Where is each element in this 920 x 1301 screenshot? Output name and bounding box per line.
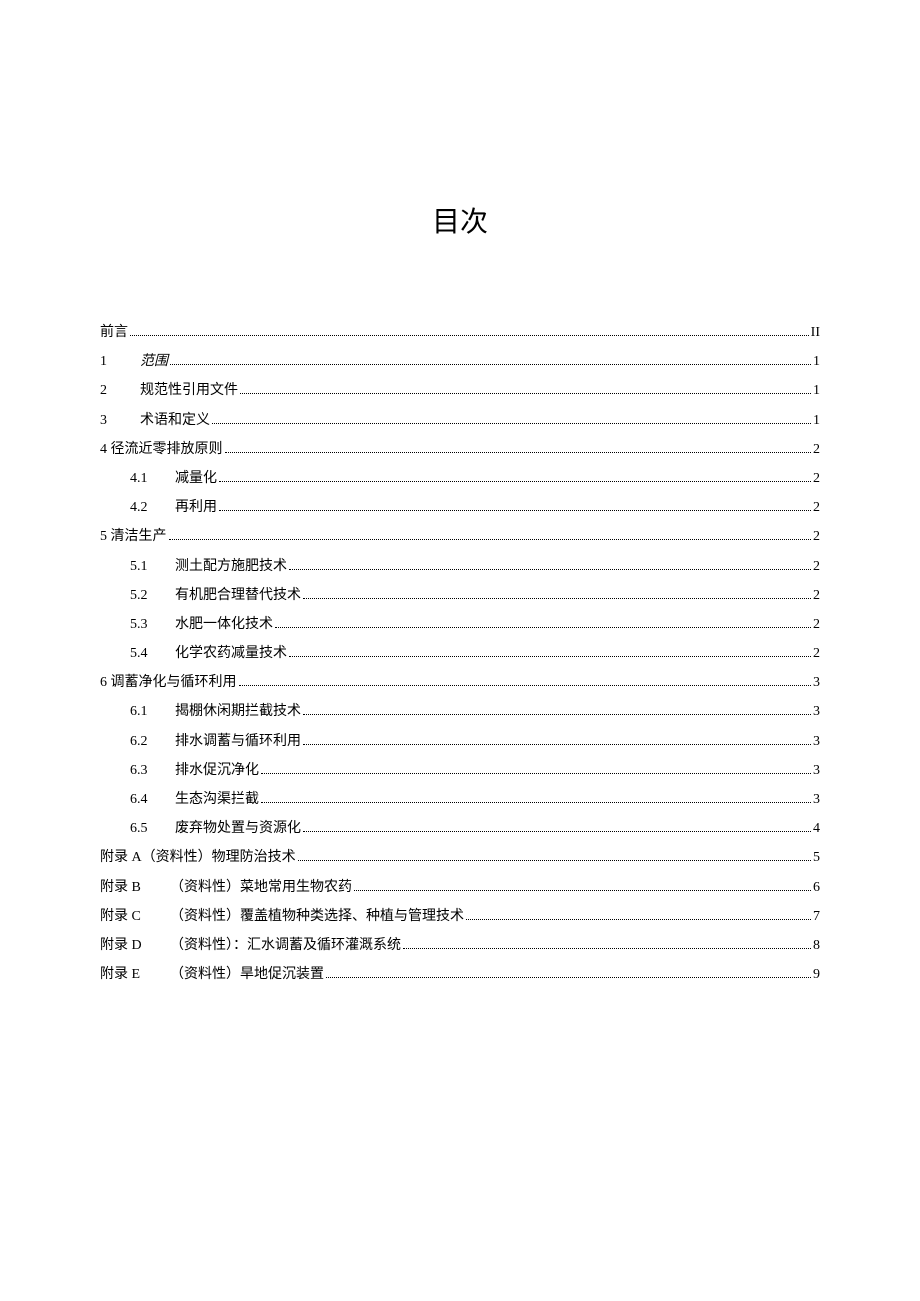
toc-entry: 附录 D（资料性）：汇水调蓄及循环灌溉系统 8 (100, 933, 820, 958)
toc-entry-page: 1 (813, 408, 820, 433)
toc-entry-label: 4 径流近零排放原则 (100, 437, 223, 462)
toc-leader (219, 481, 811, 482)
toc-entry-page: 2 (813, 466, 820, 491)
toc-leader (130, 335, 809, 336)
toc-entry-label: 附录 E（资料性）旱地促沉装置 (100, 962, 324, 987)
toc-entry: 前言 II (100, 320, 820, 345)
toc-entry-page: 6 (813, 875, 820, 900)
toc-entry-page: 3 (813, 729, 820, 754)
toc-entry-label: 5 清洁生产 (100, 524, 167, 549)
toc-entry: 6.5废弃物处置与资源化 4 (100, 816, 820, 841)
toc-entry-label: 前言 (100, 320, 128, 345)
toc-entry: 附录 B（资料性）菜地常用生物农药 6 (100, 875, 820, 900)
toc-leader (289, 569, 811, 570)
toc-entry-page: 9 (813, 962, 820, 987)
toc-entry-page: 3 (813, 787, 820, 812)
toc-entry-page: 8 (813, 933, 820, 958)
toc-entry-label: 5.4化学农药减量技术 (130, 641, 287, 666)
toc-leader (219, 510, 811, 511)
toc-entry-page: 3 (813, 670, 820, 695)
toc-entry: 2规范性引用文件 1 (100, 378, 820, 403)
toc-entry: 6.2排水调蓄与循环利用 3 (100, 729, 820, 754)
toc-entry-page: 2 (813, 437, 820, 462)
toc-entry: 4.1减量化 2 (100, 466, 820, 491)
toc-entry-page: 2 (813, 612, 820, 637)
toc-title: 目次 (100, 200, 820, 240)
toc-entry-page: 2 (813, 524, 820, 549)
toc-leader (169, 539, 812, 540)
toc-entry-page: 1 (813, 378, 820, 403)
toc-entry-label: 附录 B（资料性）菜地常用生物农药 (100, 875, 352, 900)
toc-entry-page: 5 (813, 845, 820, 870)
toc-entry: 4.2再利用 2 (100, 495, 820, 520)
toc-entry-label: 6.4生态沟渠拦截 (130, 787, 259, 812)
toc-entry-page: 3 (813, 699, 820, 724)
toc-entry-label: 附录 C（资料性）覆盖植物种类选择、种植与管理技术 (100, 904, 464, 929)
toc-entry: 附录 E（资料性）旱地促沉装置 9 (100, 962, 820, 987)
toc-entry-label: 5.1测土配方施肥技术 (130, 554, 287, 579)
toc-entry-page: 2 (813, 554, 820, 579)
toc-leader (289, 656, 811, 657)
toc-entry-page: 1 (813, 349, 820, 374)
toc-entry-label: 1范围 (100, 349, 168, 374)
toc-leader (466, 919, 811, 920)
toc-leader (303, 714, 811, 715)
toc-entry: 6.4生态沟渠拦截 3 (100, 787, 820, 812)
toc-entry-label: 5.3水肥一体化技术 (130, 612, 273, 637)
toc-entry-label: 6.5废弃物处置与资源化 (130, 816, 301, 841)
toc-entry-label: 4.1减量化 (130, 466, 217, 491)
toc-entry-label: 6.2排水调蓄与循环利用 (130, 729, 301, 754)
toc-leader (303, 744, 811, 745)
toc-entry: 1范围 1 (100, 349, 820, 374)
toc-entry: 5 清洁生产 2 (100, 524, 820, 549)
toc-entry-label: 2规范性引用文件 (100, 378, 238, 403)
toc-entry-page: 2 (813, 583, 820, 608)
toc-entry-page: 4 (813, 816, 820, 841)
toc-entry: 5.4化学农药减量技术 2 (100, 641, 820, 666)
toc-entry-label: 3术语和定义 (100, 408, 210, 433)
toc-leader (403, 948, 811, 949)
toc-entry: 附录 A（资料性）物理防治技术 5 (100, 845, 820, 870)
toc-entry-label: 6.1揭棚休闲期拦截技术 (130, 699, 301, 724)
toc-entry-page: II (811, 320, 820, 345)
toc-entry: 5.2有机肥合理替代技术 2 (100, 583, 820, 608)
toc-entry: 3术语和定义 1 (100, 408, 820, 433)
toc-entry: 4 径流近零排放原则 2 (100, 437, 820, 462)
toc-leader (261, 773, 811, 774)
toc-leader (303, 831, 811, 832)
toc-leader (303, 598, 811, 599)
toc-entry-label: 5.2有机肥合理替代技术 (130, 583, 301, 608)
toc-entry: 5.3水肥一体化技术 2 (100, 612, 820, 637)
toc-entry-label: 4.2再利用 (130, 495, 217, 520)
toc-entry-label: 附录 A（资料性）物理防治技术 (100, 845, 296, 870)
toc-entry-page: 7 (813, 904, 820, 929)
toc-leader (326, 977, 811, 978)
toc-leader (298, 860, 811, 861)
toc-entry-page: 2 (813, 495, 820, 520)
toc-leader (212, 423, 811, 424)
toc-leader (261, 802, 811, 803)
toc-entry-label: 6.3排水促沉净化 (130, 758, 259, 783)
toc-leader (239, 685, 812, 686)
toc-leader (240, 393, 811, 394)
toc-entry-label: 6 调蓄净化与循环利用 (100, 670, 237, 695)
toc-entry: 6 调蓄净化与循环利用 3 (100, 670, 820, 695)
toc-entry-label: 附录 D（资料性）：汇水调蓄及循环灌溉系统 (100, 933, 401, 958)
toc-entry: 5.1测土配方施肥技术 2 (100, 554, 820, 579)
toc-entry-page: 3 (813, 758, 820, 783)
table-of-contents: 前言 II1范围 12规范性引用文件 13术语和定义 14 径流近零排放原则 2… (100, 320, 820, 987)
toc-entry: 6.3排水促沉净化 3 (100, 758, 820, 783)
toc-entry: 附录 C（资料性）覆盖植物种类选择、种植与管理技术 7 (100, 904, 820, 929)
toc-leader (225, 452, 812, 453)
toc-leader (170, 364, 811, 365)
toc-leader (275, 627, 811, 628)
toc-entry-page: 2 (813, 641, 820, 666)
toc-entry: 6.1揭棚休闲期拦截技术 3 (100, 699, 820, 724)
toc-leader (354, 890, 811, 891)
